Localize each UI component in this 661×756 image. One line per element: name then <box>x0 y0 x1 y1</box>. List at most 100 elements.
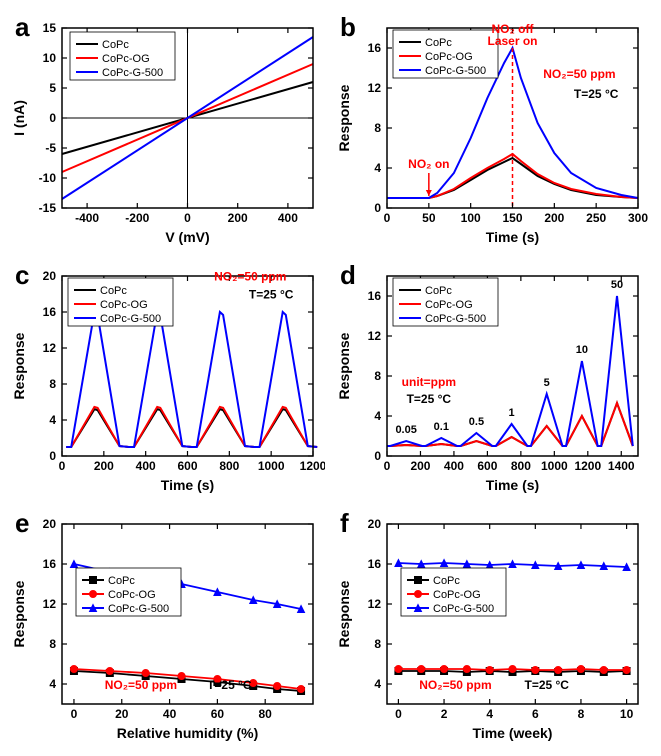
svg-text:1200: 1200 <box>574 459 601 473</box>
panel-c-svg: 020040060080010001200048121620Time (s)Re… <box>10 258 325 498</box>
svg-text:Relative humidity (%): Relative humidity (%) <box>117 725 259 741</box>
svg-text:Response: Response <box>336 580 352 647</box>
svg-text:CoPc: CoPc <box>433 575 460 587</box>
svg-text:CoPc-OG: CoPc-OG <box>108 589 156 601</box>
svg-text:Time (week): Time (week) <box>472 725 552 741</box>
svg-text:80: 80 <box>259 707 273 721</box>
panel-a-svg: -400-2000200400-15-10-5051015V (mV)I (nA… <box>10 10 325 250</box>
svg-text:8: 8 <box>49 377 56 391</box>
figure-grid: -400-2000200400-15-10-5051015V (mV)I (nA… <box>10 10 651 746</box>
svg-text:CoPc: CoPc <box>425 37 452 49</box>
svg-text:200: 200 <box>410 459 430 473</box>
svg-text:CoPc: CoPc <box>425 285 452 297</box>
svg-text:NO₂=50 ppm: NO₂=50 ppm <box>214 270 286 284</box>
svg-text:200: 200 <box>94 459 114 473</box>
svg-text:100: 100 <box>460 211 480 225</box>
svg-text:5: 5 <box>49 81 56 95</box>
svg-text:20: 20 <box>43 517 57 531</box>
svg-text:16: 16 <box>43 557 57 571</box>
panel-d-svg: 0.050.10.5151050020040060080010001200140… <box>335 258 650 498</box>
svg-text:800: 800 <box>510 459 530 473</box>
svg-text:400: 400 <box>136 459 156 473</box>
svg-text:20: 20 <box>115 707 129 721</box>
svg-text:NO₂=50 ppm: NO₂=50 ppm <box>105 678 177 692</box>
svg-text:0: 0 <box>59 459 66 473</box>
svg-text:NO₂ on: NO₂ on <box>408 157 449 171</box>
svg-text:b: b <box>340 12 356 42</box>
svg-text:a: a <box>15 12 30 42</box>
svg-text:600: 600 <box>177 459 197 473</box>
svg-text:Response: Response <box>11 332 27 399</box>
svg-text:0: 0 <box>395 707 402 721</box>
svg-text:CoPc-OG: CoPc-OG <box>425 299 473 311</box>
svg-text:12: 12 <box>367 597 381 611</box>
svg-text:1200: 1200 <box>300 459 325 473</box>
svg-text:50: 50 <box>422 211 436 225</box>
svg-text:0: 0 <box>374 201 381 215</box>
svg-text:-5: -5 <box>45 141 56 155</box>
svg-text:1400: 1400 <box>607 459 634 473</box>
svg-text:250: 250 <box>586 211 606 225</box>
svg-text:e: e <box>15 508 29 538</box>
svg-text:400: 400 <box>278 211 298 225</box>
svg-text:1: 1 <box>508 407 514 419</box>
svg-text:6: 6 <box>531 707 538 721</box>
svg-text:4: 4 <box>486 707 493 721</box>
svg-text:600: 600 <box>477 459 497 473</box>
svg-text:CoPc-OG: CoPc-OG <box>433 589 481 601</box>
svg-text:4: 4 <box>49 413 56 427</box>
svg-text:2: 2 <box>440 707 447 721</box>
svg-text:16: 16 <box>367 289 381 303</box>
svg-text:-200: -200 <box>125 211 149 225</box>
svg-text:12: 12 <box>43 341 57 355</box>
svg-text:T=25 °C: T=25 °C <box>406 392 451 406</box>
svg-text:0: 0 <box>374 449 381 463</box>
svg-text:T=25 °C: T=25 °C <box>207 678 252 692</box>
svg-text:V (mV): V (mV) <box>165 229 209 245</box>
panel-a: -400-2000200400-15-10-5051015V (mV)I (nA… <box>10 10 327 250</box>
svg-text:4: 4 <box>49 677 56 691</box>
svg-text:0.1: 0.1 <box>433 421 448 433</box>
svg-text:8: 8 <box>577 707 584 721</box>
svg-text:16: 16 <box>367 557 381 571</box>
panel-b: 0501001502002503000481216Time (s)Respons… <box>335 10 652 250</box>
svg-text:CoPc: CoPc <box>100 285 127 297</box>
svg-text:150: 150 <box>502 211 522 225</box>
svg-text:4: 4 <box>374 677 381 691</box>
svg-text:8: 8 <box>374 121 381 135</box>
svg-text:Response: Response <box>336 84 352 151</box>
svg-text:CoPc-G-500: CoPc-G-500 <box>425 313 486 325</box>
svg-text:300: 300 <box>627 211 647 225</box>
svg-text:20: 20 <box>43 269 57 283</box>
svg-text:CoPc: CoPc <box>108 575 135 587</box>
panel-e-svg: 02040608048121620Relative humidity (%)Re… <box>10 506 325 746</box>
svg-text:CoPc-G-500: CoPc-G-500 <box>425 65 486 77</box>
svg-text:d: d <box>340 260 356 290</box>
svg-text:5: 5 <box>543 377 549 389</box>
svg-text:-400: -400 <box>75 211 99 225</box>
svg-text:8: 8 <box>374 637 381 651</box>
svg-text:0.05: 0.05 <box>395 424 416 436</box>
svg-text:0: 0 <box>49 111 56 125</box>
svg-text:Time (s): Time (s) <box>485 229 538 245</box>
svg-text:CoPc-OG: CoPc-OG <box>425 51 473 63</box>
svg-text:12: 12 <box>367 329 381 343</box>
svg-text:I (nA): I (nA) <box>11 100 27 136</box>
svg-text:CoPc-OG: CoPc-OG <box>100 299 148 311</box>
svg-text:T=25 °C: T=25 °C <box>573 87 618 101</box>
svg-text:40: 40 <box>163 707 177 721</box>
svg-text:unit=ppm: unit=ppm <box>401 375 455 389</box>
svg-text:1000: 1000 <box>258 459 285 473</box>
svg-text:4: 4 <box>374 409 381 423</box>
svg-text:60: 60 <box>211 707 225 721</box>
panel-f-svg: 024681048121620Time (week)ResponseCoPcCo… <box>335 506 650 746</box>
svg-text:CoPc-G-500: CoPc-G-500 <box>102 67 163 79</box>
svg-text:Response: Response <box>11 580 27 647</box>
svg-text:0: 0 <box>383 459 390 473</box>
svg-text:12: 12 <box>43 597 57 611</box>
svg-text:NO₂=50 ppm: NO₂=50 ppm <box>543 67 615 81</box>
svg-text:0: 0 <box>184 211 191 225</box>
svg-text:10: 10 <box>619 707 633 721</box>
svg-text:f: f <box>340 508 349 538</box>
svg-text:16: 16 <box>43 305 57 319</box>
